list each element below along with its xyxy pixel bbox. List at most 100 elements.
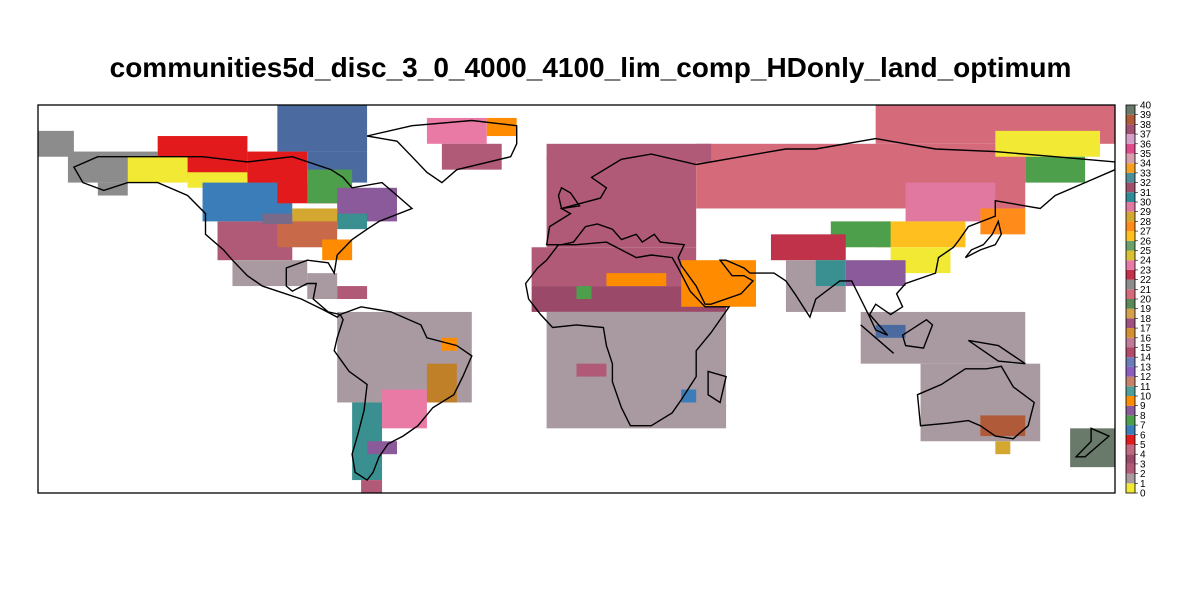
legend-tick-label: 29: [1140, 207, 1152, 218]
region-kamchatka: [1025, 156, 1086, 183]
coastline-path: [901, 318, 934, 349]
legend-swatch: [1126, 182, 1135, 193]
legend-swatch: [1126, 357, 1135, 367]
region-andes-south: [367, 441, 397, 455]
legend-tick-label: 15: [1140, 343, 1152, 354]
legend-tick-label: 17: [1140, 324, 1152, 335]
region-alaska: [38, 130, 74, 157]
legend-tick-label: 35: [1140, 149, 1152, 160]
legend-swatch: [1126, 425, 1135, 435]
legend-swatch: [1126, 396, 1135, 406]
legend-tick-label: 3: [1140, 459, 1146, 470]
legend-swatch: [1126, 366, 1135, 377]
legend-swatch: [1126, 454, 1135, 464]
map-title: communities5d_disc_3_0_4000_4100_lim_com…: [109, 52, 1072, 83]
legend: 0123456789101112131415161718192021222324…: [1125, 101, 1152, 500]
legend-swatch: [1126, 415, 1135, 426]
region-bengal: [815, 260, 846, 287]
legend-tick-label: 12: [1140, 372, 1152, 383]
region-plains: [262, 213, 293, 224]
region-greenland: [441, 143, 502, 170]
map-border: [37, 104, 1116, 494]
region-europe: [546, 156, 697, 248]
legend-tick-label: 18: [1140, 314, 1152, 325]
region-sub-saharan: [546, 311, 727, 429]
legend-tick-label: 11: [1140, 382, 1151, 393]
region-scandinavia: [546, 143, 712, 162]
legend-swatch: [1126, 279, 1135, 290]
coastline-path: [366, 119, 518, 184]
legend-tick-label: 14: [1140, 353, 1152, 364]
legend-tick-label: 37: [1140, 130, 1152, 141]
legend-tick-label: 10: [1140, 392, 1152, 403]
region-tierra-del-fuego: [361, 480, 383, 493]
legend-tick-label: 31: [1140, 188, 1152, 199]
region-arabia: [681, 260, 756, 307]
region-libya: [606, 273, 667, 287]
coastline-path: [916, 365, 1035, 440]
legend-swatch: [1126, 328, 1135, 338]
legend-tick-label: 6: [1140, 430, 1146, 441]
coastline-path: [524, 241, 731, 427]
legend-swatch: [1126, 386, 1135, 396]
legend-tick-label: 26: [1140, 236, 1152, 247]
region-tasmania: [995, 441, 1011, 455]
coastline-path: [964, 219, 1003, 259]
region-mali: [576, 286, 592, 299]
region-indochina: [845, 260, 906, 287]
legend-swatch: [1126, 202, 1135, 212]
legend-swatch: [1126, 318, 1135, 329]
legend-tick-label: 19: [1140, 304, 1152, 315]
legend-swatch: [1126, 473, 1135, 484]
coastline-path: [968, 339, 1026, 365]
legend-tick-label: 30: [1140, 198, 1152, 209]
legend-swatch: [1126, 483, 1135, 493]
legend-swatch: [1126, 347, 1135, 358]
coastline-path: [545, 137, 1115, 336]
region-angola: [576, 363, 607, 377]
legend-swatch: [1126, 163, 1135, 173]
coastline-path: [1074, 427, 1111, 458]
coastline-path: [72, 155, 414, 318]
legend-tick-label: 38: [1140, 120, 1152, 131]
legend-swatch: [1126, 434, 1135, 445]
grid-cells: [38, 105, 1115, 493]
legend-tick-label: 40: [1140, 101, 1152, 112]
region-great-lakes: [292, 208, 338, 224]
legend-swatch: [1126, 153, 1135, 164]
legend-swatch: [1126, 299, 1135, 309]
legend-tick-label: 5: [1140, 440, 1146, 451]
legend-tick-label: 22: [1140, 275, 1152, 286]
legend-swatch: [1126, 376, 1135, 387]
region-himalaya: [770, 234, 846, 261]
legend-swatch: [1126, 114, 1135, 125]
coastline-path: [333, 306, 473, 482]
legend-tick-label: 9: [1140, 401, 1146, 412]
legend-tick-label: 39: [1140, 110, 1152, 121]
legend-tick-label: 2: [1140, 469, 1146, 480]
region-borneo: [875, 324, 906, 338]
legend-tick-label: 33: [1140, 168, 1152, 179]
region-us-southeast: [322, 239, 353, 261]
legend-tick-label: 24: [1140, 256, 1152, 267]
legend-tick-label: 21: [1140, 285, 1152, 296]
legend-swatch: [1126, 172, 1135, 183]
coastlines: [72, 119, 1115, 482]
region-brazil-east: [426, 363, 457, 403]
legend-tick-label: 20: [1140, 295, 1152, 306]
legend-swatch: [1126, 463, 1135, 474]
legend-tick-label: 0: [1140, 489, 1146, 500]
legend-tick-label: 16: [1140, 333, 1152, 344]
region-se-australia: [980, 415, 1026, 437]
legend-tick-label: 27: [1140, 227, 1152, 238]
legend-swatch: [1126, 260, 1135, 270]
region-arctic-archipelago: [277, 105, 368, 152]
region-japan: [980, 208, 1026, 235]
legend-swatch: [1126, 308, 1135, 319]
map-panel: [37, 104, 1116, 494]
legend-swatch: [1126, 240, 1135, 251]
legend-tick-label: 7: [1140, 421, 1146, 432]
region-caribbean: [337, 286, 368, 299]
region-yukon: [127, 156, 188, 183]
